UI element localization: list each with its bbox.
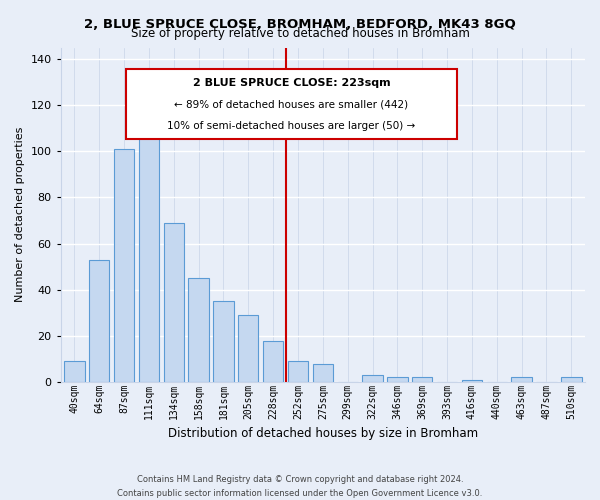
Bar <box>64 362 85 382</box>
Text: Contains HM Land Registry data © Crown copyright and database right 2024.
Contai: Contains HM Land Registry data © Crown c… <box>118 476 482 498</box>
Bar <box>114 149 134 382</box>
Bar <box>412 378 433 382</box>
Bar <box>288 362 308 382</box>
Bar <box>387 378 407 382</box>
FancyBboxPatch shape <box>126 69 457 140</box>
Text: Size of property relative to detached houses in Bromham: Size of property relative to detached ho… <box>131 28 469 40</box>
Text: 2 BLUE SPRUCE CLOSE: 223sqm: 2 BLUE SPRUCE CLOSE: 223sqm <box>193 78 390 88</box>
Bar <box>164 223 184 382</box>
Bar <box>89 260 109 382</box>
Bar <box>188 278 209 382</box>
Bar <box>511 378 532 382</box>
Y-axis label: Number of detached properties: Number of detached properties <box>15 127 25 302</box>
Text: ← 89% of detached houses are smaller (442): ← 89% of detached houses are smaller (44… <box>175 100 409 110</box>
Bar <box>561 378 581 382</box>
Bar <box>462 380 482 382</box>
X-axis label: Distribution of detached houses by size in Bromham: Distribution of detached houses by size … <box>168 427 478 440</box>
Bar <box>313 364 333 382</box>
Text: 10% of semi-detached houses are larger (50) →: 10% of semi-detached houses are larger (… <box>167 121 416 131</box>
Bar <box>213 302 233 382</box>
Bar <box>238 315 259 382</box>
Bar <box>139 126 159 382</box>
Bar <box>263 340 283 382</box>
Bar <box>362 375 383 382</box>
Text: 2, BLUE SPRUCE CLOSE, BROMHAM, BEDFORD, MK43 8GQ: 2, BLUE SPRUCE CLOSE, BROMHAM, BEDFORD, … <box>84 18 516 30</box>
